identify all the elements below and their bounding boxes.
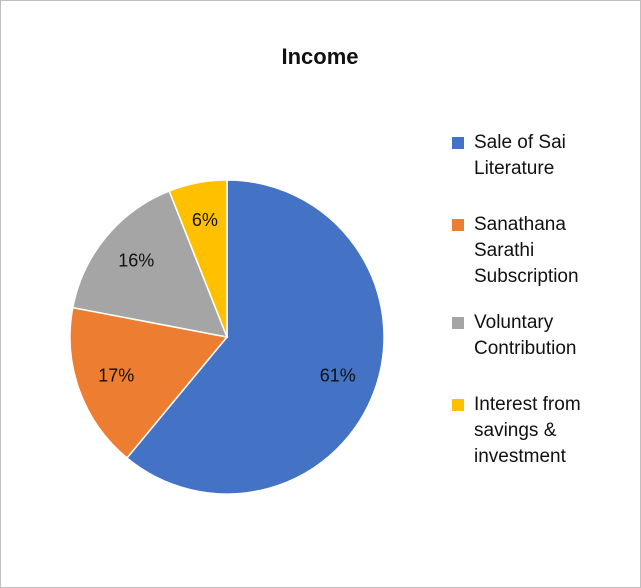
slice-label: 16% [118,251,154,271]
legend-swatch [452,219,464,231]
legend-label: Interest from savings & investment [474,394,581,467]
legend-swatch [452,399,464,411]
legend-label: Voluntary Contribution [474,312,577,359]
slice-label: 17% [98,366,134,386]
slice-label: 6% [192,210,218,230]
pie-slice [168,179,228,338]
legend-label: Sale of Sai Literature [474,132,566,179]
pie-slice [71,190,229,338]
legend-entry: Sale of Sai Literature [452,130,622,182]
legend-entry: Voluntary Contribution [452,310,622,362]
slice-label: 61% [320,366,356,386]
chart-title: Income [281,44,358,69]
pie-slice [125,179,385,495]
legend-swatch [452,137,464,149]
legend-swatch [452,317,464,329]
pie-slice [69,306,229,460]
legend: Sale of Sai Literature Sanathana Sarathi … [452,130,622,470]
legend-label: Sanathana Sarathi Subscription [474,214,579,287]
legend-entry: Sanathana Sarathi Subscription [452,212,622,290]
legend-entry: Interest from savings & investment [452,392,622,470]
